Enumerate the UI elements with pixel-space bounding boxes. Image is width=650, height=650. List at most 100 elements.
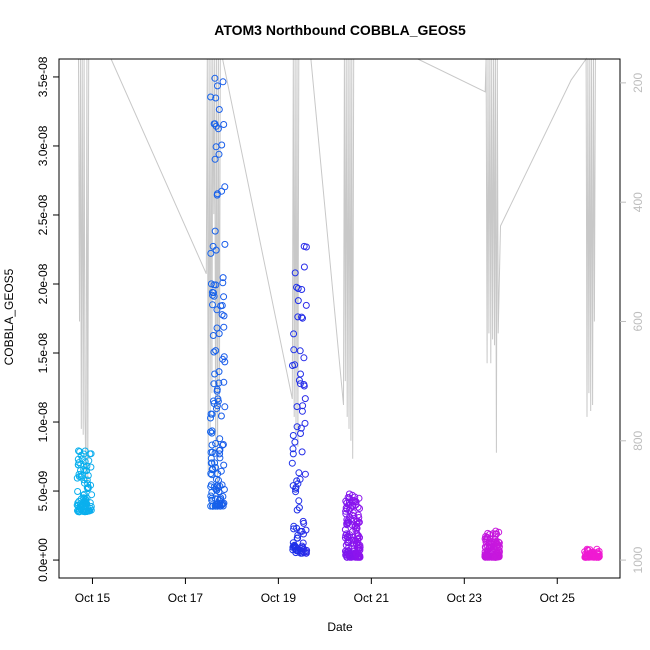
data-point [214,82,221,90]
data-point [85,457,93,465]
data-point [349,503,356,510]
data-point [220,378,228,386]
data-point [211,459,219,467]
data-point [220,293,228,301]
data-point [210,380,218,388]
data-point [221,240,229,248]
data-point [297,424,305,432]
plot-frame [58,58,621,579]
data-point [215,150,223,158]
data-point [353,517,361,525]
data-point [207,280,215,288]
data-point [296,380,304,388]
right-tick-label: 800 [631,430,645,450]
data-point [293,423,301,431]
y-axis-label: COBBLA_GEOS5 [2,268,16,365]
data-point [213,324,221,332]
y-tick-label: 5.0e-09 [36,470,50,511]
y-tick-label: 3.0e-08 [36,125,50,166]
data-point [216,454,224,462]
data-point [582,552,590,560]
data-point [300,548,308,556]
data-point [352,501,360,509]
data-point [346,551,354,559]
data-point [80,508,88,515]
data-point [75,470,83,478]
data-point [81,479,88,487]
data-point [301,419,309,427]
y-tick-label: 2.0e-08 [36,263,50,304]
data-point [210,292,218,300]
data-point [214,125,222,133]
data-point [207,93,215,101]
x-tick-label: Oct 19 [261,591,297,605]
data-point [293,403,301,411]
data-point [356,541,364,549]
data-point [300,263,308,271]
data-point [216,450,224,458]
data-point [213,306,221,314]
data-point [299,314,306,322]
right-tick-label: 200 [631,73,645,93]
pressure-profile-lines [78,57,596,501]
data-point [209,301,216,309]
data-point [289,450,297,458]
data-point [81,497,89,505]
data-point [208,441,216,449]
data-point [297,370,304,378]
data-point [80,476,88,484]
data-point [302,301,310,309]
data-point [300,382,308,390]
right-tick-label: 1000 [631,546,645,573]
data-point [82,508,90,515]
data-point [207,470,215,478]
data-point [210,348,218,356]
data-point [342,507,350,515]
data-point [344,532,352,540]
data-point [295,469,303,477]
data-point [80,501,88,508]
data-point [356,553,364,561]
data-point [301,395,309,403]
right-tick-label: 400 [631,192,645,212]
data-point [291,361,299,369]
data-point [218,187,226,195]
data-point [212,440,220,447]
data-point [220,121,228,128]
y-tick-label: 0.0e+00 [36,538,50,582]
data-points [73,74,603,561]
data-point [353,520,361,528]
data-point [482,533,490,540]
data-point [211,155,219,163]
x-axis: Oct 15 Oct 17 Oct 19 Oct 21 Oct 23 Oct 25 [75,578,575,605]
data-point [350,512,358,520]
data-point [294,531,302,539]
data-point [355,494,363,502]
data-point [217,302,225,310]
data-point [291,438,299,446]
data-point [216,502,224,510]
right-axis: 200 400 600 800 1000 [620,73,645,573]
data-point [594,550,602,557]
data-point [490,542,498,550]
data-point [348,528,356,536]
data-point [208,465,216,473]
data-point [301,470,309,478]
data-point [220,461,228,469]
data-point [212,94,220,102]
data-point [296,475,304,483]
data-point [492,527,500,535]
data-point [295,497,303,505]
data-point [481,548,489,556]
data-point [293,506,301,514]
right-tick-label: 600 [631,311,645,331]
data-point [349,536,357,544]
data-point [211,449,219,457]
data-point [220,323,228,331]
data-point [595,550,603,558]
chart-title: ATOM3 Northbound COBBLA_GEOS5 [214,22,466,38]
x-tick-label: Oct 23 [447,591,483,605]
data-point [294,285,302,292]
data-point [209,242,217,250]
data-point [300,354,308,362]
